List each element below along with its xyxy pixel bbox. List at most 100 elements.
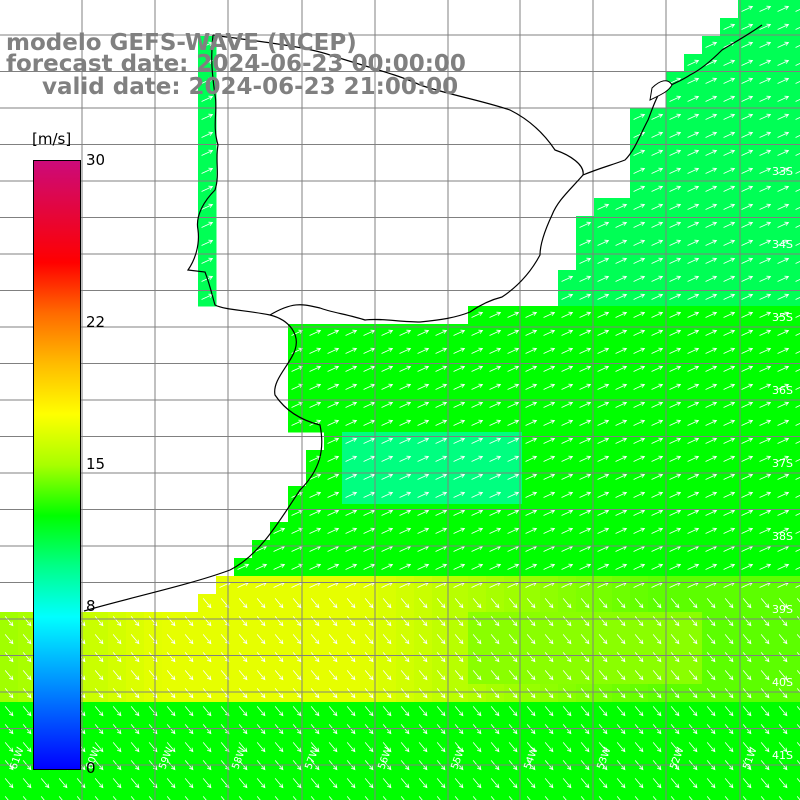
- wind-arrow: [130, 706, 140, 717]
- wind-arrow: [759, 41, 772, 48]
- wind-arrow: [723, 275, 736, 282]
- wind-arrow: [292, 796, 297, 800]
- wind-arrow: [489, 419, 502, 426]
- wind-arrow: [795, 585, 800, 588]
- wind-arrow: [166, 652, 176, 663]
- wind-arrow: [399, 509, 412, 516]
- wind-arrow: [4, 742, 14, 753]
- wind-arrow: [615, 563, 628, 570]
- wind-arrow: [526, 598, 536, 609]
- wind-arrow: [417, 419, 430, 426]
- wind-arrow: [724, 688, 734, 699]
- wind-arrow: [561, 509, 574, 516]
- wind-arrow: [454, 742, 464, 753]
- wind-arrow: [688, 796, 693, 800]
- wind-arrow: [399, 527, 412, 534]
- wind-arrow: [328, 616, 338, 627]
- wind-arrow: [400, 706, 410, 717]
- wind-arrow: [687, 131, 700, 138]
- wind-arrow: [471, 401, 484, 408]
- wind-arrow: [525, 383, 538, 390]
- wind-arrow: [490, 616, 500, 627]
- wind-arrow: [346, 742, 356, 753]
- wind-arrow: [363, 509, 376, 516]
- wind-arrow: [579, 563, 592, 570]
- wind-cell: [792, 234, 800, 253]
- wind-arrow: [399, 455, 412, 462]
- wind-arrow: [345, 437, 358, 444]
- wind-arrow: [705, 275, 718, 282]
- wind-arrow: [166, 778, 176, 789]
- wind-arrow: [508, 616, 518, 627]
- wind-arrow: [363, 419, 376, 426]
- wind-arrow: [58, 778, 68, 789]
- wind-arrow: [328, 634, 338, 645]
- wind-arrow: [4, 652, 14, 663]
- wind-arrow: [418, 598, 428, 609]
- wind-arrow: [76, 796, 81, 800]
- wind-arrow: [363, 455, 376, 462]
- wind-arrow: [651, 527, 664, 534]
- wind-arrow: [525, 329, 538, 336]
- wind-arrow: [597, 527, 610, 534]
- wind-arrow: [489, 563, 502, 570]
- wind-arrow: [669, 275, 682, 282]
- wind-arrow: [670, 742, 680, 753]
- wind-arrow: [759, 419, 772, 426]
- wind-arrow: [435, 419, 448, 426]
- wind-arrow: [130, 616, 140, 627]
- wind-arrow: [454, 706, 464, 717]
- wind-arrow: [436, 634, 446, 645]
- wind-arrow: [760, 634, 770, 645]
- wind-arrow: [742, 688, 752, 699]
- wind-cell: [792, 0, 800, 19]
- wind-arrow: [741, 95, 754, 102]
- wind-arrow: [670, 634, 680, 645]
- wind-arrow: [633, 113, 646, 120]
- wind-cell: [792, 72, 800, 91]
- wind-arrow: [561, 329, 574, 336]
- wind-arrow: [597, 347, 610, 354]
- wind-arrow: [40, 778, 50, 789]
- wind-arrow: [400, 742, 410, 753]
- wind-arrow: [184, 652, 194, 663]
- wind-cell: [792, 108, 800, 127]
- wind-arrow: [777, 473, 790, 480]
- wind-arrow: [166, 616, 176, 627]
- wind-arrow: [597, 563, 610, 570]
- wind-arrow: [202, 688, 212, 699]
- wind-arrow: [112, 778, 122, 789]
- wind-arrow: [202, 652, 212, 663]
- wind-arrow: [742, 652, 752, 663]
- wind-arrow: [184, 670, 194, 681]
- wind-arrow: [687, 59, 700, 66]
- wind-cell: [558, 792, 577, 800]
- wind-arrow: [759, 113, 772, 120]
- wind-arrow: [417, 365, 430, 372]
- wind-arrow: [543, 455, 556, 462]
- wind-arrow: [544, 634, 554, 645]
- wind-arrow: [706, 616, 716, 627]
- wind-arrow: [597, 239, 610, 246]
- wind-arrow: [130, 688, 140, 699]
- wind-arrow: [759, 239, 772, 246]
- lat-label: 40S: [772, 676, 793, 689]
- wind-arrow: [579, 257, 592, 264]
- wind-arrow: [688, 706, 698, 717]
- wind-arrow: [651, 131, 664, 138]
- wind-cell: [792, 180, 800, 199]
- wind-arrow: [94, 706, 104, 717]
- wind-arrow: [345, 527, 358, 534]
- wind-arrow: [795, 189, 800, 192]
- wind-arrow: [777, 365, 790, 372]
- wind-arrow: [615, 473, 628, 480]
- wind-arrow: [705, 239, 718, 246]
- wind-arrow: [346, 598, 356, 609]
- wind-arrow: [237, 563, 250, 570]
- wind-arrow: [562, 742, 572, 753]
- wind-arrow: [778, 652, 788, 663]
- wind-arrow: [687, 347, 700, 354]
- wind-arrow: [454, 778, 464, 789]
- wind-cell: [612, 792, 631, 800]
- wind-arrow: [526, 706, 536, 717]
